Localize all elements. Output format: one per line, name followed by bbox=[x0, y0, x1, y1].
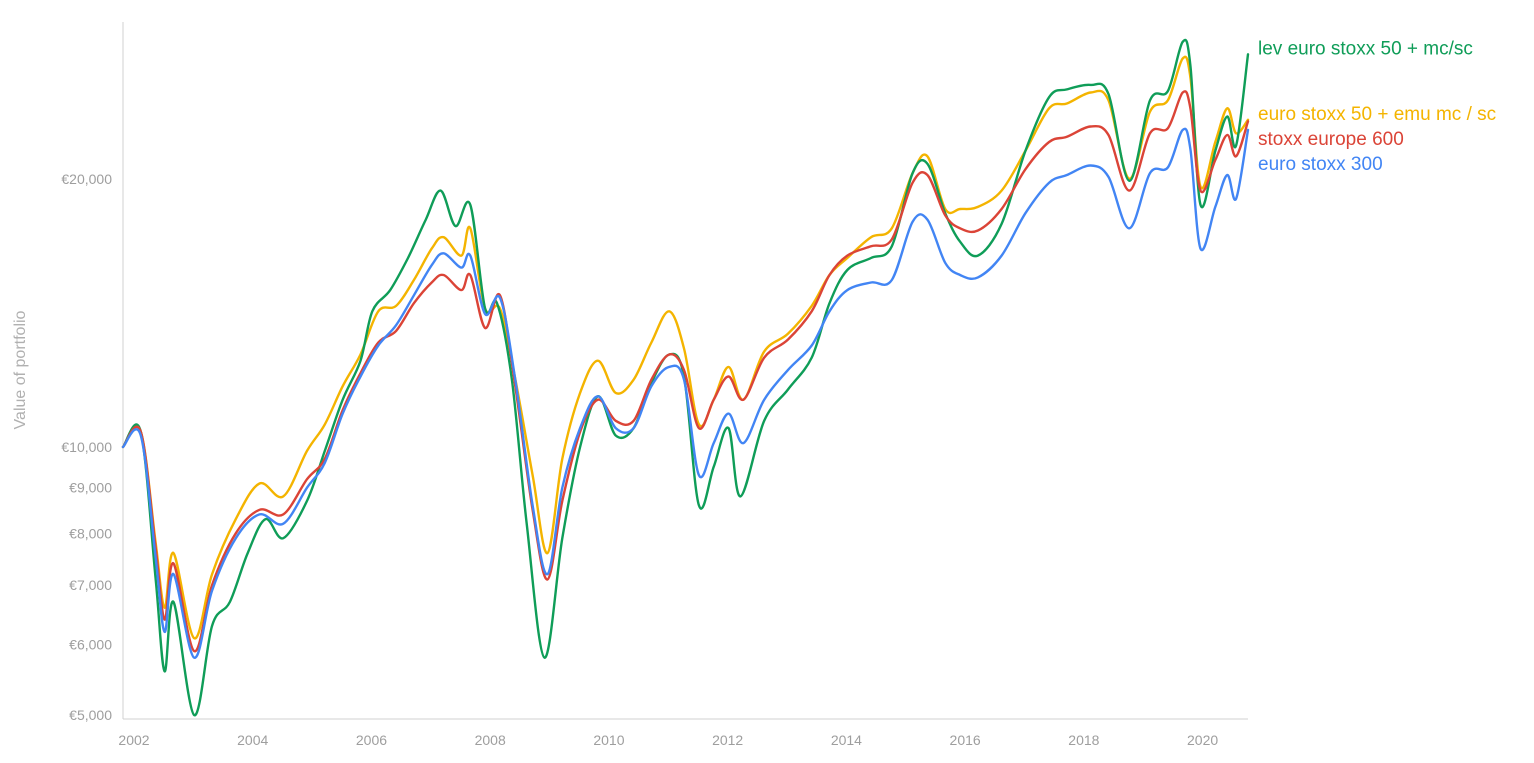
legend: lev euro stoxx 50 + mc/sc euro stoxx 50 +… bbox=[1258, 38, 1496, 175]
x-axis-ticks: 2002 2004 2006 2008 2010 2012 2014 2016 2018 2020 bbox=[118, 732, 1218, 748]
y-tick-label: €10,000 bbox=[61, 439, 112, 455]
x-tick-label: 2016 bbox=[950, 732, 981, 748]
y-tick-label: €9,000 bbox=[69, 480, 112, 496]
series-line bbox=[121, 127, 1250, 659]
x-tick-label: 2002 bbox=[118, 732, 149, 748]
y-tick-label: €8,000 bbox=[69, 525, 112, 541]
x-tick-label: 2014 bbox=[831, 732, 862, 748]
x-tick-label: 2004 bbox=[237, 732, 268, 748]
series-line bbox=[121, 90, 1250, 653]
x-tick-label: 2018 bbox=[1068, 732, 1099, 748]
y-tick-label: €7,000 bbox=[69, 577, 112, 593]
y-axis-title: Value of portfolio bbox=[12, 310, 29, 429]
y-axis-ticks: €5,000 €6,000 €7,000 €8,000 €9,000 €10,000 €20… bbox=[61, 171, 112, 723]
x-tick-label: 2020 bbox=[1187, 732, 1218, 748]
legend-label: stoxx europe 600 bbox=[1258, 129, 1404, 150]
legend-label: euro stoxx 300 bbox=[1258, 154, 1383, 175]
y-tick-label: €5,000 bbox=[69, 707, 112, 723]
axes bbox=[122, 22, 1248, 720]
y-tick-label: €6,000 bbox=[69, 637, 112, 653]
series-lines bbox=[121, 38, 1250, 717]
legend-label: lev euro stoxx 50 + mc/sc bbox=[1258, 38, 1473, 59]
y-tick-label: €20,000 bbox=[61, 171, 112, 187]
x-tick-label: 2008 bbox=[475, 732, 506, 748]
x-tick-label: 2010 bbox=[593, 732, 624, 748]
x-tick-label: 2006 bbox=[356, 732, 387, 748]
legend-label: euro stoxx 50 + emu mc / sc bbox=[1258, 104, 1496, 125]
series-line bbox=[121, 55, 1250, 640]
x-tick-label: 2012 bbox=[712, 732, 743, 748]
